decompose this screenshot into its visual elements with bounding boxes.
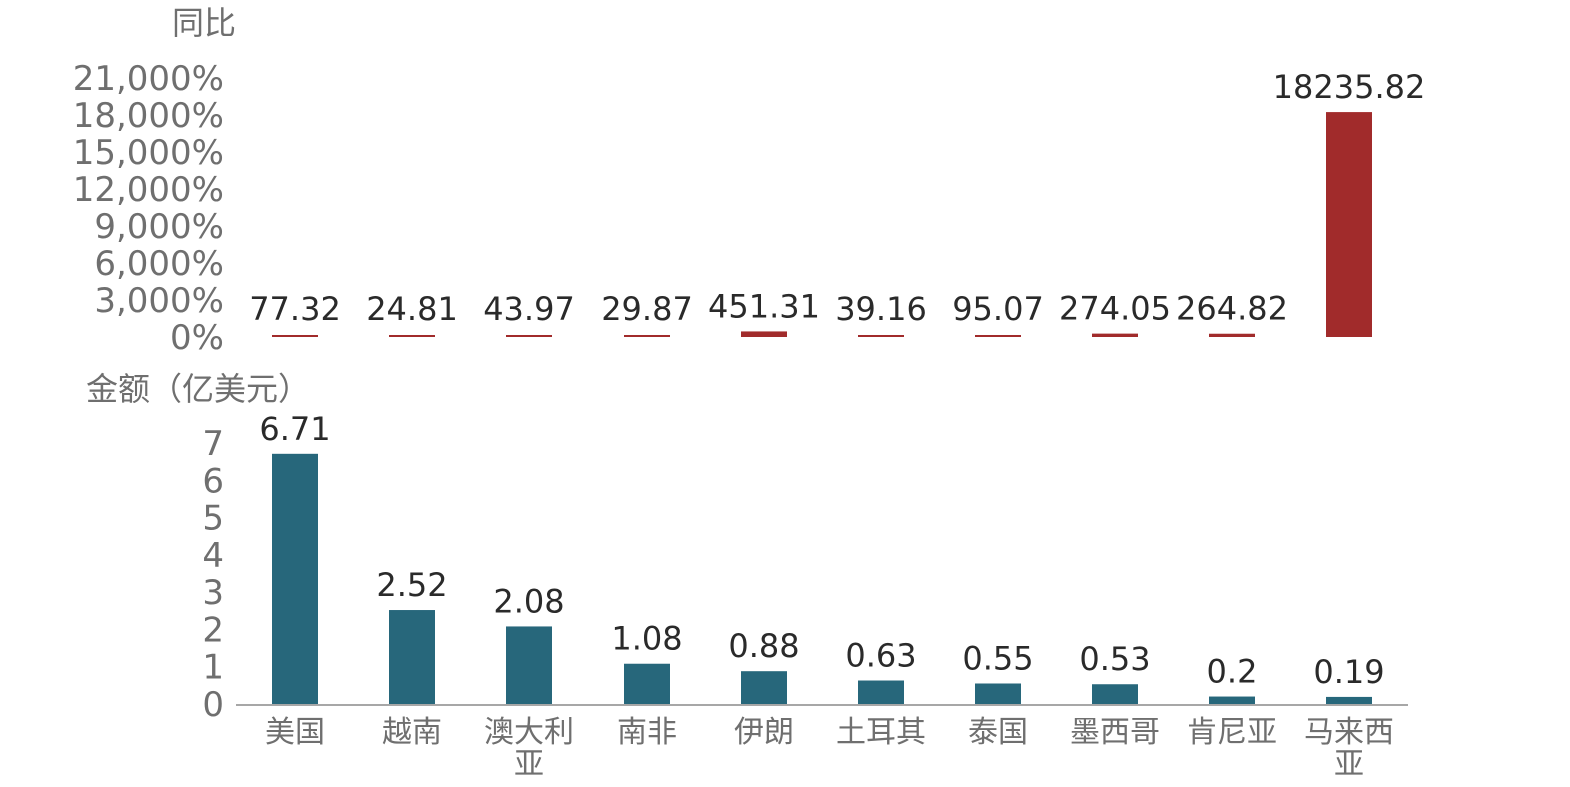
amount-bar bbox=[624, 663, 670, 704]
amount-y-tick-label: 6 bbox=[202, 461, 224, 501]
amount-bar bbox=[858, 680, 904, 704]
amount-bars bbox=[272, 453, 1372, 704]
yoy-y-tick-label: 6,000% bbox=[94, 244, 224, 284]
category-label: 南非 bbox=[617, 715, 677, 750]
amount-y-tick-label: 2 bbox=[202, 610, 224, 650]
category-label: 澳大利 bbox=[484, 715, 574, 750]
yoy-y-ticks: 0%3,000%6,000%9,000%12,000%15,000%18,000… bbox=[73, 59, 224, 358]
yoy-bar bbox=[506, 335, 552, 337]
category-label: 越南 bbox=[382, 715, 442, 750]
yoy-y-tick-label: 9,000% bbox=[94, 207, 224, 247]
yoy-data-label: 264.82 bbox=[1176, 290, 1288, 328]
yoy-data-label: 18235.82 bbox=[1273, 68, 1426, 106]
yoy-y-tick-label: 0% bbox=[170, 318, 224, 358]
amount-y-tick-label: 4 bbox=[202, 536, 224, 576]
category-label: 墨西哥 bbox=[1070, 715, 1160, 750]
yoy-data-label: 29.87 bbox=[601, 290, 693, 328]
amount-data-label: 2.52 bbox=[376, 566, 447, 604]
amount-y-tick-label: 7 bbox=[202, 424, 224, 464]
yoy-bars bbox=[272, 112, 1372, 337]
amount-bar bbox=[975, 683, 1021, 704]
amount-bar bbox=[1209, 696, 1255, 704]
yoy-bar bbox=[1209, 333, 1255, 337]
amount-data-label: 0.88 bbox=[728, 627, 799, 665]
yoy-bar bbox=[975, 335, 1021, 337]
amount-y-tick-label: 1 bbox=[202, 648, 224, 688]
yoy-bar bbox=[624, 335, 670, 337]
amount-bar bbox=[506, 626, 552, 704]
amount-axis-title: 金额（亿美元） bbox=[86, 370, 310, 408]
amount-bar bbox=[1092, 684, 1138, 704]
yoy-data-labels: 77.32 24.81 43.97 29.87 451.31 39.16 95.07 274.… bbox=[249, 68, 1425, 328]
amount-data-label: 0.55 bbox=[962, 639, 1033, 677]
amount-y-tick-label: 0 bbox=[202, 685, 224, 725]
yoy-data-label: 77.32 bbox=[249, 290, 341, 328]
yoy-bar bbox=[741, 331, 787, 337]
yoy-bar bbox=[389, 335, 435, 337]
category-label: 亚 bbox=[1334, 747, 1364, 782]
yoy-y-tick-label: 3,000% bbox=[94, 281, 224, 321]
amount-y-tick-label: 3 bbox=[202, 573, 224, 613]
category-label: 亚 bbox=[514, 747, 544, 782]
yoy-bar bbox=[1092, 333, 1138, 337]
yoy-bar bbox=[1326, 112, 1372, 337]
category-label: 土耳其 bbox=[836, 715, 926, 750]
amount-data-label: 6.71 bbox=[259, 410, 330, 448]
amount-data-label: 0.63 bbox=[845, 637, 916, 675]
amount-bar bbox=[272, 453, 318, 704]
amount-y-tick-label: 5 bbox=[202, 499, 224, 539]
yoy-y-tick-label: 18,000% bbox=[73, 96, 224, 136]
yoy-data-label: 95.07 bbox=[952, 290, 1044, 328]
category-label: 伊朗 bbox=[734, 715, 794, 750]
category-label: 美国 bbox=[265, 715, 325, 750]
yoy-y-tick-label: 21,000% bbox=[73, 59, 224, 99]
amount-data-labels: 6.71 2.52 2.08 1.08 0.88 0.63 0.55 0.53 0.2 0.19 bbox=[259, 410, 1384, 691]
yoy-data-label: 43.97 bbox=[483, 290, 575, 328]
yoy-data-label: 24.81 bbox=[366, 290, 458, 328]
category-label: 肯尼亚 bbox=[1187, 715, 1277, 750]
yoy-data-label: 451.31 bbox=[708, 287, 820, 325]
yoy-y-tick-label: 15,000% bbox=[73, 133, 224, 173]
amount-data-label: 0.2 bbox=[1207, 653, 1258, 691]
yoy-bar bbox=[858, 335, 904, 337]
amount-data-label: 0.53 bbox=[1079, 640, 1150, 678]
amount-data-label: 1.08 bbox=[611, 620, 682, 658]
category-label: 泰国 bbox=[968, 715, 1028, 750]
yoy-data-label: 39.16 bbox=[835, 290, 927, 328]
yoy-y-tick-label: 12,000% bbox=[73, 170, 224, 210]
yoy-bar bbox=[272, 335, 318, 337]
yoy-chart-panel: 同比 0%3,000%6,000%9,000%12,000%15,000%18,… bbox=[73, 4, 1426, 358]
amount-data-label: 0.19 bbox=[1313, 653, 1384, 691]
amount-bar bbox=[741, 671, 787, 704]
yoy-data-label: 274.05 bbox=[1059, 290, 1171, 328]
yoy-axis-title: 同比 bbox=[172, 4, 236, 42]
amount-bar bbox=[389, 610, 435, 704]
amount-data-label: 2.08 bbox=[493, 582, 564, 620]
amount-bar bbox=[1326, 696, 1372, 704]
category-label: 马来西 bbox=[1304, 715, 1394, 750]
